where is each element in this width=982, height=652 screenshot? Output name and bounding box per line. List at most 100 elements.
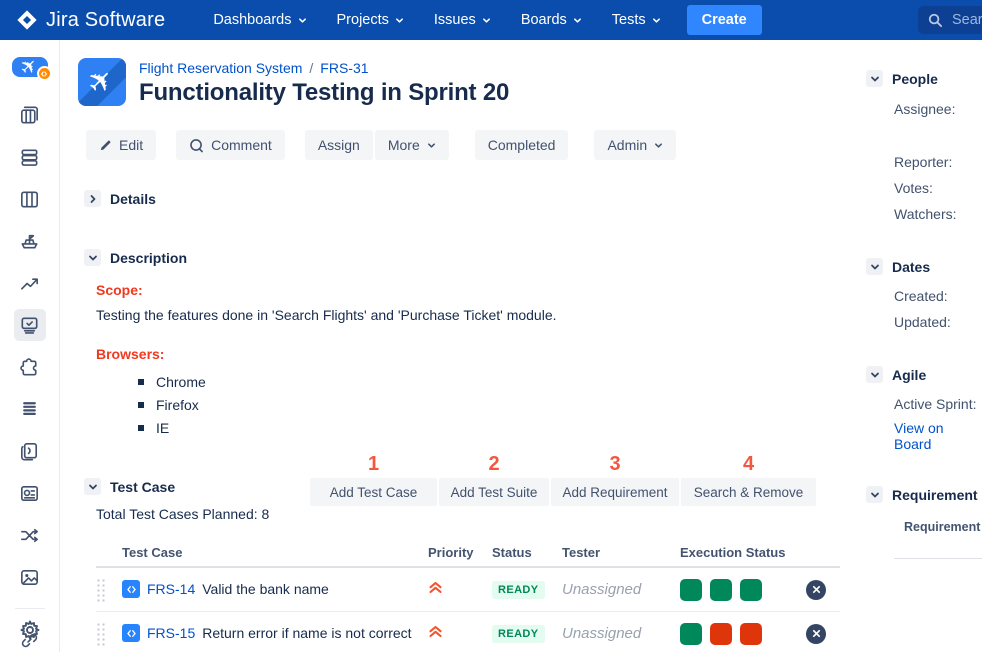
reporter-label: Reporter:	[894, 154, 953, 170]
execution-square[interactable]	[680, 622, 702, 645]
issue-key-link[interactable]: FRS-15	[147, 625, 196, 642]
trays-icon[interactable]	[14, 141, 46, 173]
chevron-down-icon[interactable]	[866, 366, 883, 383]
requirement-section-header[interactable]: Requirement	[866, 486, 982, 503]
breadcrumb-issue-link[interactable]: FRS-31	[320, 60, 369, 76]
requirement-section-title: Requirement	[892, 486, 978, 503]
nav-boards[interactable]: Boards	[521, 12, 582, 28]
search-remove-button[interactable]: Search & Remove	[681, 478, 816, 507]
chevron-down-icon[interactable]	[866, 486, 883, 503]
description-section-header[interactable]: Description	[84, 249, 844, 266]
add-test-case-button[interactable]: Add Test Case	[310, 478, 437, 507]
brand-name: Jira Software	[46, 8, 166, 31]
chevron-down-icon[interactable]	[84, 249, 101, 266]
breadcrumb-project-link[interactable]: Flight Reservation System	[139, 60, 303, 76]
releases-ship-icon[interactable]	[14, 225, 46, 257]
software-project-badge-icon	[36, 66, 52, 81]
chevron-right-icon[interactable]	[84, 190, 101, 207]
test-case-section-header[interactable]: Test Case	[84, 478, 176, 496]
add-test-suite-button[interactable]: Add Test Suite	[439, 478, 549, 507]
description-section-title: Description	[110, 249, 188, 266]
test-case-table: Test Case Priority Status Tester Executi…	[96, 538, 840, 652]
test-case-summary: Valid the bank name	[202, 581, 329, 598]
annotation-number: 2	[488, 453, 500, 476]
total-test-cases-label: Total Test Cases Planned: 8	[96, 506, 270, 523]
active-sprint-label: Active Sprint:	[894, 396, 977, 412]
board-columns-icon[interactable]	[14, 183, 46, 215]
search-box[interactable]	[918, 6, 982, 34]
edit-label: Edit	[119, 137, 144, 153]
assignee-label: Assignee:	[894, 101, 956, 117]
comment-button[interactable]: Comment	[176, 130, 285, 160]
chevron-down-icon	[395, 17, 403, 23]
issue-key-link[interactable]: FRS-14	[147, 581, 196, 598]
assign-button[interactable]: Assign	[304, 130, 373, 160]
chevron-down-icon[interactable]	[866, 70, 883, 87]
table-row: FRS-15 Return error if name is not corre…	[96, 612, 840, 652]
execution-square[interactable]	[710, 578, 732, 601]
view-on-board-link[interactable]: View on Board	[894, 420, 944, 452]
completed-transition-button[interactable]: Completed	[474, 130, 569, 160]
drag-handle[interactable]	[96, 621, 106, 646]
admin-button[interactable]: Admin	[594, 130, 677, 160]
more-label: More	[387, 137, 420, 153]
issue-header: ✈ Flight Reservation System / FRS-31 Fun…	[78, 58, 844, 107]
more-button[interactable]: More	[374, 130, 449, 160]
execution-square[interactable]	[740, 578, 762, 601]
remove-test-case-button[interactable]	[806, 579, 826, 600]
nav-dashboards[interactable]: Dashboards	[213, 12, 306, 28]
backlog-stack-icon[interactable]	[14, 99, 46, 131]
people-section-header[interactable]: People	[866, 70, 982, 87]
comment-bubble-icon	[190, 138, 204, 152]
comment-label: Comment	[211, 137, 272, 153]
col-tester: Tester	[562, 544, 601, 560]
pages-icon[interactable]	[14, 435, 46, 467]
annotation-number: 1	[367, 453, 380, 476]
priority-highest-icon	[428, 580, 492, 600]
edit-button[interactable]: Edit	[86, 130, 157, 160]
create-button[interactable]: Create	[686, 5, 762, 35]
details-section-header[interactable]: Details	[84, 190, 844, 207]
nav-tests[interactable]: Tests	[612, 12, 661, 28]
media-image-icon[interactable]	[14, 561, 46, 593]
completed-label: Completed	[487, 137, 556, 153]
add-requirement-button[interactable]: Add Requirement	[551, 478, 679, 507]
test-case-section-title: Test Case	[110, 478, 176, 495]
execution-square[interactable]	[740, 622, 762, 645]
execution-square[interactable]	[710, 622, 732, 645]
scope-text: Testing the features done in 'Search Fli…	[96, 307, 557, 323]
reports-chart-icon[interactable]	[14, 267, 46, 299]
execution-square[interactable]	[680, 578, 702, 601]
addons-puzzle-icon[interactable]	[14, 351, 46, 383]
chevron-down-icon[interactable]	[866, 258, 883, 275]
nav-issues-label: Issues	[433, 12, 476, 28]
drag-handle[interactable]	[96, 577, 106, 602]
requirement-divider	[894, 558, 982, 559]
search-input[interactable]	[952, 12, 982, 28]
agile-section-header[interactable]: Agile	[866, 366, 982, 383]
card-clock-icon[interactable]	[14, 477, 46, 509]
dates-section: Dates Created: Updated:	[866, 258, 982, 330]
shuffle-icon[interactable]	[14, 519, 46, 551]
agile-section: Agile Active Sprint: View on Board	[866, 366, 982, 452]
sidebar-footer	[0, 614, 60, 646]
chevron-down-icon[interactable]	[84, 478, 101, 496]
tests-monitor-icon[interactable]	[13, 309, 46, 341]
browser-item: Firefox	[138, 397, 844, 413]
remove-test-case-button[interactable]	[806, 623, 826, 644]
nav-projects[interactable]: Projects	[337, 12, 404, 28]
people-section-title: People	[892, 70, 938, 87]
sidebar-icon-list	[13, 99, 46, 652]
nav-issues[interactable]: Issues	[434, 12, 491, 28]
list-lines-icon[interactable]	[14, 393, 46, 425]
dates-section-header[interactable]: Dates	[866, 258, 982, 275]
project-avatar[interactable]: ✈	[11, 53, 52, 81]
agile-section-title: Agile	[892, 366, 927, 383]
settings-gear-icon[interactable]	[14, 614, 46, 646]
nav-tests-label: Tests	[611, 12, 646, 28]
jira-brand[interactable]: Jira Software	[16, 9, 165, 32]
left-sidebar: ✈	[0, 40, 60, 652]
right-panel: People Assignee: Reporter: Votes: Watche…	[860, 40, 982, 559]
jira-logo-icon	[17, 10, 37, 30]
